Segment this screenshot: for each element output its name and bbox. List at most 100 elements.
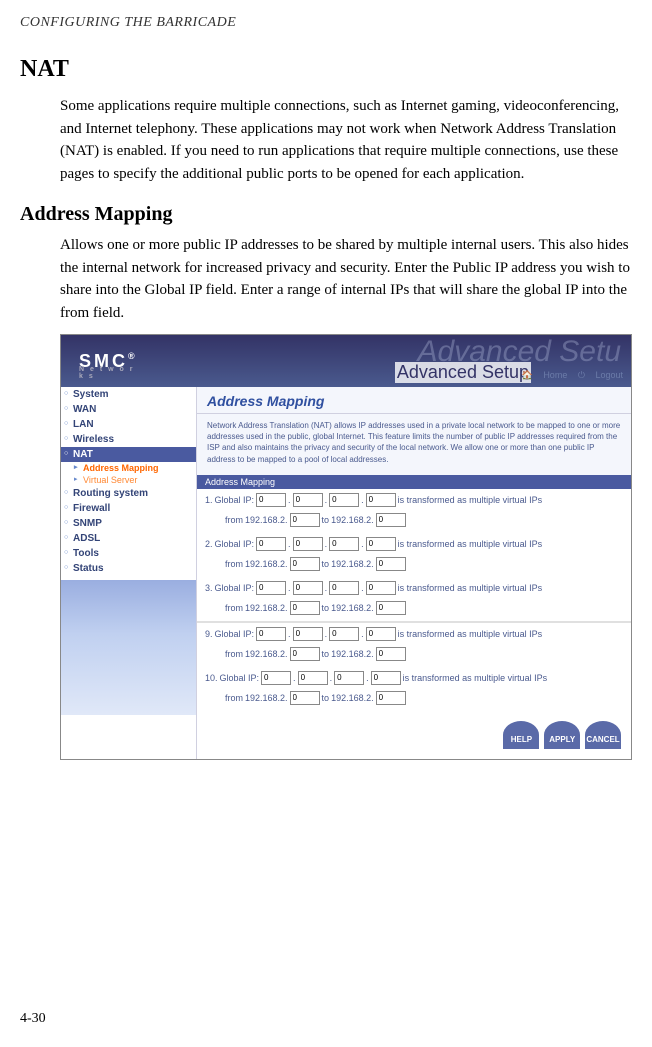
cancel-button[interactable]: CANCEL [585,721,621,749]
ip-octet-1[interactable] [256,493,286,507]
advanced-setup-label: Advanced Setup [395,362,531,383]
sidebar-image [61,580,196,715]
content-title: Address Mapping [197,387,631,414]
row-number: 2. [205,539,213,549]
row-number: 3. [205,583,213,593]
router-screenshot: SMC® N e t w o r k s Advanced Setu Advan… [60,334,632,760]
to-octet[interactable] [376,513,406,527]
help-button[interactable]: HELP [503,721,539,749]
mapping-row: 1. Global IP: . . . is transformed as mu… [197,489,631,511]
global-ip-label: Global IP: [215,629,255,639]
ip-prefix-to: 192.168.2. [331,649,374,659]
screenshot-header: SMC® N e t w o r k s Advanced Setu Advan… [61,335,631,387]
to-octet[interactable] [376,691,406,705]
nav-nat-address-mapping[interactable]: Address Mapping [61,462,196,474]
from-octet[interactable] [290,557,320,571]
mapping-row: 2. Global IP: . . . is transformed as mu… [197,533,631,555]
ip-prefix-to: 192.168.2. [331,559,374,569]
ip-octet-4[interactable] [366,627,396,641]
to-octet[interactable] [376,557,406,571]
ip-prefix-from: 192.168.2. [245,693,288,703]
mapping-from-row: from 192.168.2. to 192.168.2. [197,555,631,577]
ip-octet-1[interactable] [261,671,291,685]
ip-octet-1[interactable] [256,537,286,551]
ip-octet-2[interactable] [293,537,323,551]
mapping-row: 9. Global IP: . . . is transformed as mu… [197,623,631,645]
ip-prefix-to: 192.168.2. [331,693,374,703]
apply-button[interactable]: APPLY [544,721,580,749]
nav-adsl[interactable]: ADSL [61,531,196,546]
nav-routing[interactable]: Routing system [61,486,196,501]
global-ip-label: Global IP: [215,583,255,593]
ip-octet-3[interactable] [329,493,359,507]
page-number: 4-30 [20,1011,46,1027]
mapping-from-row: from 192.168.2. to 192.168.2. [197,645,631,667]
nav-nat[interactable]: NAT [61,447,196,462]
from-label: from [225,559,243,569]
ip-octet-3[interactable] [329,627,359,641]
ip-octet-3[interactable] [329,537,359,551]
ip-octet-4[interactable] [366,581,396,595]
subsection-text-address-mapping: Allows one or more public IP addresses t… [60,234,632,324]
content-area: Address Mapping Network Address Translat… [197,387,631,759]
ip-octet-2[interactable] [293,581,323,595]
from-label: from [225,603,243,613]
ip-octet-3[interactable] [329,581,359,595]
transformed-label: is transformed as multiple virtual IPs [398,539,543,549]
to-octet[interactable] [376,647,406,661]
to-label: to [322,649,330,659]
nav-snmp[interactable]: SNMP [61,516,196,531]
section-text-nat: Some applications require multiple conne… [60,95,632,185]
from-octet[interactable] [290,647,320,661]
nav-nat-virtual-server[interactable]: Virtual Server [61,474,196,486]
ip-octet-1[interactable] [256,627,286,641]
to-label: to [322,515,330,525]
to-octet[interactable] [376,601,406,615]
mapping-row: 10. Global IP: . . . is transformed as m… [197,667,631,689]
from-label: from [225,515,243,525]
transformed-label: is transformed as multiple virtual IPs [398,495,543,505]
nav-firewall[interactable]: Firewall [61,501,196,516]
smc-logo: SMC® N e t w o r k s [61,351,138,372]
mapping-from-row: from 192.168.2. to 192.168.2. [197,511,631,533]
from-label: from [225,693,243,703]
row-number: 10. [205,673,218,683]
ip-octet-3[interactable] [334,671,364,685]
nav-status[interactable]: Status [61,561,196,576]
ip-octet-4[interactable] [366,537,396,551]
home-link[interactable]: 🏠 Home [522,370,568,380]
ip-prefix-from: 192.168.2. [245,603,288,613]
nav-wireless[interactable]: Wireless [61,432,196,447]
from-octet[interactable] [290,601,320,615]
nav-wan[interactable]: WAN [61,402,196,417]
ip-octet-4[interactable] [366,493,396,507]
subsection-title-address-mapping: Address Mapping [20,203,652,226]
ip-octet-2[interactable] [293,493,323,507]
sidebar: System WAN LAN Wireless NAT Address Mapp… [61,387,197,759]
nav-tools[interactable]: Tools [61,546,196,561]
section-title-nat: NAT [20,56,652,83]
from-label: from [225,649,243,659]
mapping-row: 3. Global IP: . . . is transformed as mu… [197,577,631,599]
mapping-header: Address Mapping [197,475,631,489]
row-number: 9. [205,629,213,639]
nav-lan[interactable]: LAN [61,417,196,432]
global-ip-label: Global IP: [215,495,255,505]
ip-prefix-from: 192.168.2. [245,515,288,525]
page-header-text: CONFIGURING THE BARRICADE [20,15,236,30]
from-octet[interactable] [290,513,320,527]
header-links: 🏠 Home ⏻ Logout [514,370,623,381]
from-octet[interactable] [290,691,320,705]
mapping-from-row: from 192.168.2. to 192.168.2. [197,599,631,621]
logout-link[interactable]: ⏻ Logout [578,370,623,380]
ip-octet-2[interactable] [298,671,328,685]
ip-octet-4[interactable] [371,671,401,685]
content-description: Network Address Translation (NAT) allows… [197,414,631,475]
ip-octet-1[interactable] [256,581,286,595]
global-ip-label: Global IP: [220,673,260,683]
nav-system[interactable]: System [61,387,196,402]
to-label: to [322,603,330,613]
logo-reg: ® [128,351,138,361]
ip-octet-2[interactable] [293,627,323,641]
page-header: CONFIGURING THE BARRICADE [0,0,652,31]
